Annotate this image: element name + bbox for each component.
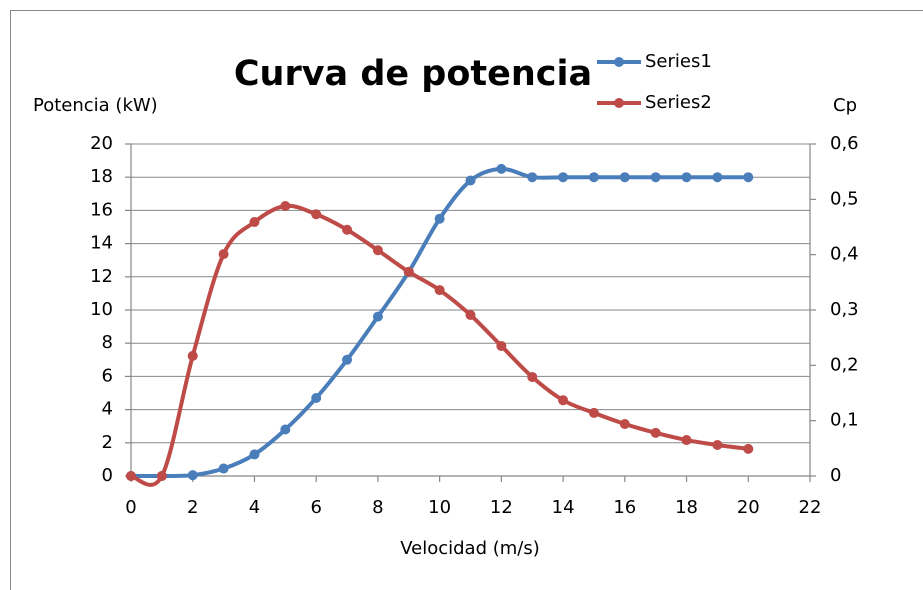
point [650,427,661,438]
y2-tick-label: 0 [830,465,841,486]
point [743,172,754,183]
y2-tick-label: 0,3 [830,299,859,320]
y-axis-label: Potencia (kW) [33,95,158,116]
point [681,172,692,183]
point [187,350,198,361]
point [527,172,538,183]
point [280,424,291,435]
point [311,392,322,403]
x-tick-label: 20 [737,497,760,518]
legend-marker [614,98,624,108]
x-tick-label: 22 [799,497,822,518]
y2-tick-label: 0,4 [830,244,859,265]
point [650,172,661,183]
y2-tick-label: 0,1 [830,410,859,431]
x-axis-label: Velocidad (m/s) [400,538,540,559]
chart-title: Curva de potencia [234,54,592,94]
x-tick-label: 4 [249,497,260,518]
x-tick-label: 16 [613,497,636,518]
point [434,213,445,224]
y2-axis-label: Cp [833,95,857,116]
point [342,354,353,365]
point [372,311,383,322]
x-tick-label: 14 [552,497,575,518]
point [126,471,136,481]
point [372,245,383,256]
legend-marker [614,57,624,67]
y-tick-label: 0 [102,465,113,486]
point [588,172,599,183]
y-tick-label: 18 [90,166,113,187]
point [558,172,569,183]
y-tick-label: 6 [102,365,113,386]
point [280,200,291,211]
point [434,285,445,296]
x-tick-label: 12 [490,497,513,518]
point [403,266,414,277]
y-tick-label: 16 [90,199,113,220]
x-tick-label: 2 [187,497,198,518]
point [496,340,507,351]
point [156,471,167,481]
y-tick-label: 4 [102,399,113,420]
point [311,209,322,220]
point [588,407,599,418]
point [496,163,507,174]
legend-label: Series2 [645,92,712,113]
point [465,309,476,320]
x-tick-label: 10 [428,497,451,518]
point [712,172,723,183]
y-tick-label: 10 [90,299,113,320]
point [527,371,538,382]
point [681,435,692,446]
y-tick-label: 12 [90,266,113,287]
point [743,443,754,454]
x-tick-label: 8 [372,497,383,518]
point [218,249,229,260]
point [465,175,476,186]
point [187,470,198,481]
point [558,395,569,406]
y-tick-label: 2 [102,432,113,453]
y2-tick-label: 0,6 [830,133,859,154]
y-tick-label: 14 [90,233,113,254]
point [619,418,630,429]
y-tick-label: 8 [102,332,113,353]
y-tick-label: 20 [90,133,113,154]
point [619,172,630,183]
x-tick-label: 0 [125,497,136,518]
y2-tick-label: 0,5 [830,188,859,209]
legend-label: Series1 [645,51,712,72]
point [218,463,229,474]
point [712,440,723,451]
x-tick-label: 18 [675,497,698,518]
chart-border [10,10,923,590]
x-tick-label: 6 [310,497,321,518]
point [249,217,260,228]
point [342,224,353,235]
y2-tick-label: 0,2 [830,354,859,375]
series-line [130,203,749,487]
point [249,449,260,460]
